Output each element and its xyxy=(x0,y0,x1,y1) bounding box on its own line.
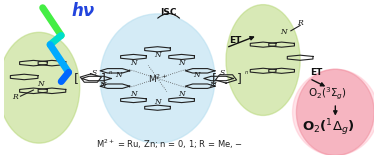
Text: N: N xyxy=(99,81,106,89)
Text: M$^{2+}$: M$^{2+}$ xyxy=(148,72,167,85)
Text: ]: ] xyxy=(101,72,105,85)
Text: N: N xyxy=(178,59,185,67)
Text: $_n$: $_n$ xyxy=(244,68,249,77)
Text: N: N xyxy=(193,71,200,79)
Text: M$^{2+}$ = Ru, Zn; n = 0, 1; R = Me, −: M$^{2+}$ = Ru, Zn; n = 0, 1; R = Me, − xyxy=(96,138,243,151)
Ellipse shape xyxy=(296,69,374,155)
Text: O$_2$($^1\Delta_g$): O$_2$($^1\Delta_g$) xyxy=(302,117,354,138)
Text: ET: ET xyxy=(311,68,323,77)
Text: [: [ xyxy=(212,72,217,85)
Ellipse shape xyxy=(100,14,215,143)
Text: N: N xyxy=(280,28,287,36)
Text: N: N xyxy=(37,80,44,88)
Text: R: R xyxy=(12,93,18,101)
Text: $_n$: $_n$ xyxy=(108,68,113,77)
Text: S: S xyxy=(220,69,225,77)
Text: hν: hν xyxy=(72,2,95,20)
Text: N: N xyxy=(154,51,161,59)
Text: N: N xyxy=(178,90,185,98)
Text: S: S xyxy=(92,69,97,77)
Text: O$_2$($^3\Sigma_g$): O$_2$($^3\Sigma_g$) xyxy=(308,86,347,102)
Ellipse shape xyxy=(293,69,378,155)
Text: ET: ET xyxy=(229,35,242,45)
Text: N: N xyxy=(209,81,216,89)
Text: N: N xyxy=(115,71,122,79)
Ellipse shape xyxy=(0,32,80,143)
Text: N: N xyxy=(154,98,161,106)
Text: ISC: ISC xyxy=(160,8,177,17)
Text: N: N xyxy=(130,59,137,67)
Text: R: R xyxy=(297,19,303,27)
Ellipse shape xyxy=(226,5,300,115)
Text: N: N xyxy=(130,90,137,98)
Text: ]: ] xyxy=(237,72,242,85)
Text: [: [ xyxy=(73,72,79,85)
